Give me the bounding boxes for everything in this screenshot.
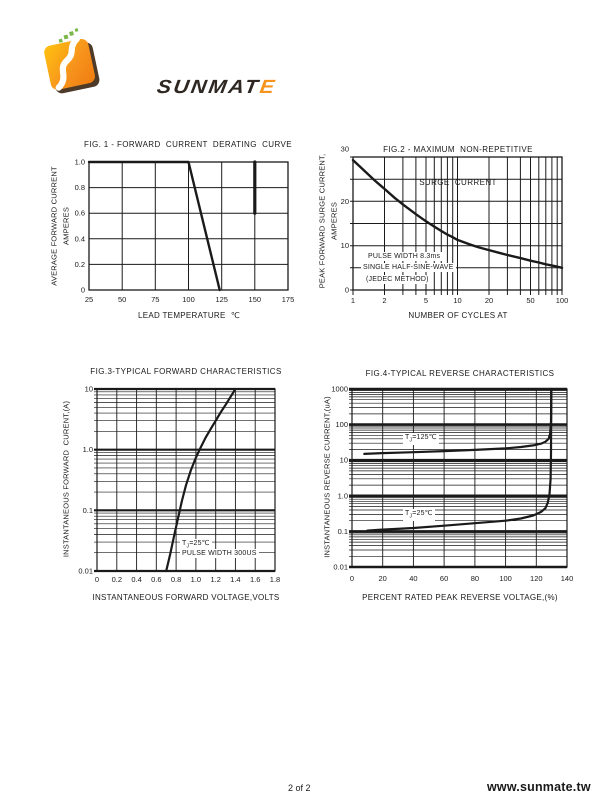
fig3-y-axis-label: INSTANTANEOUS FORWARD CURENT,(A) [61,400,71,558]
fig3-y-tick-label: 0.1 [83,506,93,515]
tj-125c-curve [363,387,553,455]
fig3-y-tick-label: 1.0 [83,445,93,454]
fig3-annotation: TJ=25℃ [180,539,212,552]
fig4-y-axis-label: INSTANTANEOUS REVERSE CURRENT,(uA) [322,396,332,558]
fig1-x-tick-label: 125 [215,295,228,304]
fig3-x-tick-label: 1.4 [230,575,240,584]
fig4-plot-border [351,388,568,568]
fig4-y-tick-label: 10 [340,456,348,465]
tj-25c-curve [366,387,553,532]
fig4-x-tick-label: 140 [561,574,574,583]
fig3-x-tick-label: 1.2 [210,575,220,584]
fig1-x-tick-label: 175 [282,295,295,304]
fig1-y-tick-label: 0 [81,286,85,295]
fig2-y-tick-label: 0 [345,286,349,295]
fig1-x-tick-label: 75 [151,295,159,304]
fig2-y-tick-label: 20 [341,197,349,206]
fig1-y-tick-label: 0.2 [75,260,85,269]
fig1-y-axis-label-units: AMPERES [61,206,71,246]
fig2-y-tick-label: 10 [341,241,349,250]
fig1-title: FIG. 1 - FORWARD CURRENT DERATING CURVE [84,140,292,149]
fig1-y-tick-label: 0.4 [75,234,85,243]
fig2-x-axis-label: NUMBER OF CYCLES AT [408,311,508,320]
fig4-title: FIG.4-TYPICAL REVERSE CHARACTERISTICS [365,369,555,378]
logo-diamond [44,35,100,94]
fig2-x-tick-label: 5 [424,296,428,305]
fig1-plot: 25 50 75 100 125 150 175 1.0 0.8 0.6 0.4 0.2 0 [75,158,295,305]
logo-s-swoosh [55,35,81,91]
fig2-y-tick-label: 30 [341,145,349,154]
fig4-x-tick-label: 120 [530,574,543,583]
fig1-x-axis-label: LEAD TEMPERATURE ℃ [138,311,240,320]
fig3-x-tick-label: 0.4 [131,575,141,584]
fig3-x-tick-label: 0.2 [112,575,122,584]
fig2-annotation: PULSE WIDTH 8.3ms [366,252,443,261]
fig3-x-tick-label: 1.6 [250,575,260,584]
fig2-x-tick-label: 50 [526,296,534,305]
sunmate-logo-icon [44,28,100,94]
fig1-x-tick-label: 50 [118,295,126,304]
fig4-annotation: TJ=125℃ [403,433,439,446]
fig4-x-tick-label: 60 [440,574,448,583]
fig4-x-tick-label: 0 [350,574,354,583]
fig4-y-tick-label: 0.01 [333,563,348,572]
fig2-y-axis-label-units: AMPERES [329,201,339,241]
fig3-y-tick-label: 0.01 [78,567,93,576]
fig2-x-tick-label: 100 [556,296,569,305]
fig3-title: FIG.3-TYPICAL FORWARD CHARACTERISTICS [90,367,282,376]
fig2-x-tick-label: 2 [382,296,386,305]
fig4-x-tick-label: 40 [409,574,417,583]
fig3-plot: 0 0.2 0.4 0.6 0.8 1.0 1.2 1.4 1.6 1.8 10 1.0 0.1 0.01 [78,385,280,585]
fig4-x-tick-label: 100 [499,574,512,583]
fig4-plot: 0 20 40 60 80 100 120 140 1000 100 10 1.0 0.1 0.01 [331,385,573,584]
fig4-x-tick-label: 80 [471,574,479,583]
fig3-x-tick-label: 0 [95,575,99,584]
fig1-x-tick-label: 150 [249,295,262,304]
forward-vf-curve [165,387,237,573]
fig1-y-tick-label: 0.6 [75,209,85,218]
fig3-x-tick-label: 1.8 [270,575,280,584]
fig2-x-tick-label: 20 [485,296,493,305]
derating-curve [87,160,221,292]
fig2-annotation: SINGLE HALF-SINE-WAVE [361,263,456,272]
fig1-y-tick-label: 1.0 [75,158,85,167]
fig4-annotation: TJ=25℃ [403,509,435,522]
website-link: www.sunmate.tw [487,780,591,794]
fig4-y-tick-label: 1.0 [338,491,348,500]
fig2-x-tick-label: 1 [351,296,355,305]
fig4-y-tick-label: 1000 [331,385,348,394]
fig2-title-line1: FIG.2 - MAXIMUM NON-REPETITIVE [383,145,533,154]
surge-current-curve [351,158,564,269]
fig3-y-tick-label: 10 [85,385,93,394]
fig2-title-line2: SURGE CURRENT [419,178,497,187]
fig2-title: FIG.2 - MAXIMUM NON-REPETITIVE SURGE CUR… [383,122,533,210]
fig2-plot-border [352,156,563,291]
page-number: 2 of 2 [288,783,311,793]
logo-green-dots [58,28,79,46]
fig4-y-tick-label: 0.1 [338,527,348,536]
fig4-y-tick-label: 100 [335,420,348,429]
fig4-x-axis-label: PERCENT RATED PEAK REVERSE VOLTAGE,(%) [362,593,558,602]
fig1-x-tick-label: 100 [182,295,195,304]
fig3-annotation: PULSE WIDTH 300US [180,549,259,558]
fig3-x-tick-label: 1.0 [191,575,201,584]
fig4-x-tick-label: 20 [379,574,387,583]
fig2-x-tick-label: 10 [453,296,461,305]
fig1-y-axis-label: AVERAGE FORWARD CURRENT [49,166,59,286]
fig3-x-tick-label: 0.8 [171,575,181,584]
fig3-x-tick-label: 0.6 [151,575,161,584]
fig3-plot-border [96,388,276,572]
fig1-x-tick-label: 25 [85,295,93,304]
fig1-y-tick-label: 0.8 [75,183,85,192]
fig2-y-axis-label: PEAK FORWARD SURGE CURRENT, [317,153,327,289]
fig3-x-axis-label: INSTANTANEOUS FORWARD VOLTAGE,VOLTS [92,593,280,602]
fig2-annotation: (JEDEC METHOD) [364,275,431,284]
logo: SUNMATE [40,22,300,98]
